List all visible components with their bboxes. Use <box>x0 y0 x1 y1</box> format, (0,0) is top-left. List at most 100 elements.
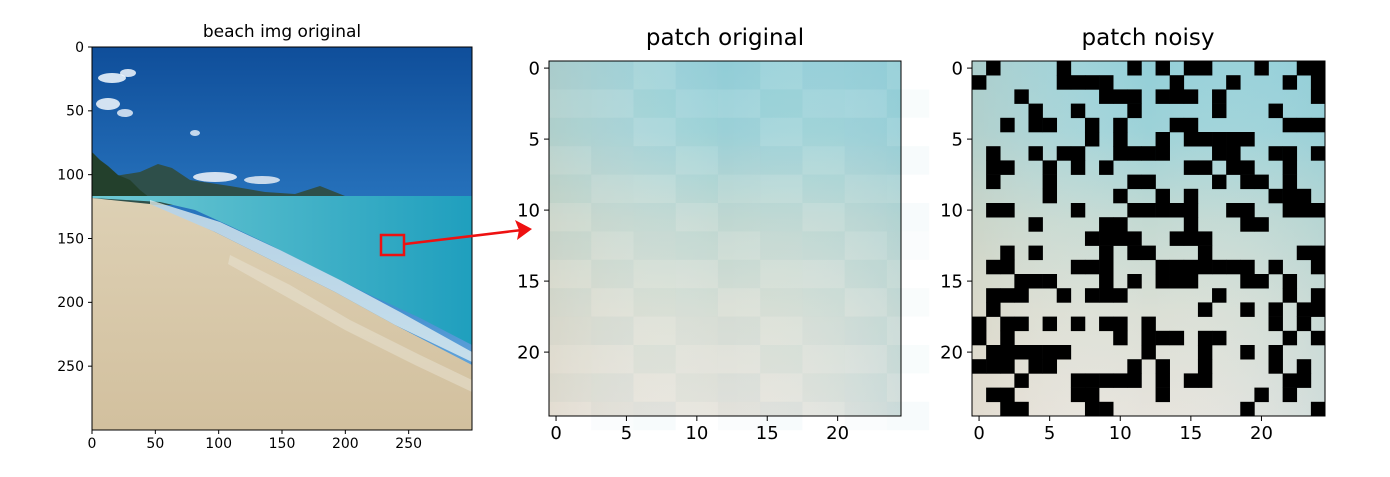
noise-pixel <box>1268 259 1283 275</box>
noise-pixel <box>1268 316 1283 332</box>
noise-pixel <box>1028 245 1043 261</box>
y-tick-label: 50 <box>66 104 84 120</box>
noise-pixel <box>1226 160 1241 175</box>
panel-title: patch noisy <box>1082 25 1215 51</box>
noise-pixel <box>1141 146 1156 161</box>
noise-pixel <box>1014 288 1029 303</box>
noise-pixel <box>1084 75 1100 90</box>
y-tick-label: 200 <box>57 295 84 311</box>
panel-beach-image: beach img original 0 50 100 150 200 250 0 50 100… <box>57 22 473 452</box>
noise-pixel <box>986 359 1001 374</box>
noise-pixel <box>1000 345 1015 360</box>
noise-pixel <box>1084 288 1100 303</box>
noise-pixel <box>1254 174 1269 190</box>
noise-pixel <box>986 146 1001 161</box>
noise-pixel <box>1212 330 1227 346</box>
noise-pixel <box>1000 160 1015 175</box>
noise-pixel <box>1014 345 1029 360</box>
x-tick-label: 0 <box>973 423 984 444</box>
y-tick-label: 100 <box>57 168 84 184</box>
noise-pixel <box>1127 174 1142 190</box>
noise-pixel <box>986 259 1001 275</box>
noise-pixel <box>1268 146 1283 161</box>
noise-pixel <box>1296 203 1312 218</box>
noise-pixel <box>1169 274 1185 289</box>
noise-pixel <box>1014 316 1029 332</box>
noise-pixel <box>1155 61 1170 76</box>
noise-pixel <box>1014 401 1029 417</box>
x-tick-label: 250 <box>395 436 422 452</box>
x-tick-label: 20 <box>1250 423 1273 444</box>
noise-pixel <box>1155 259 1170 275</box>
noise-pixel <box>1240 345 1255 360</box>
noise-pixel <box>1169 89 1185 104</box>
noise-pixel <box>1296 316 1312 332</box>
noise-pixel <box>1226 132 1241 147</box>
noise-pixel <box>1310 75 1326 90</box>
noise-pixel <box>1310 203 1326 218</box>
noise-pixel <box>1000 203 1015 218</box>
noise-pixel <box>986 174 1001 190</box>
noise-pixel <box>1296 302 1312 317</box>
noise-pixel <box>1113 231 1128 246</box>
panel-title: patch original <box>646 25 804 51</box>
noise-pixel <box>1226 203 1241 218</box>
noise-pixel <box>986 345 1001 360</box>
noise-pixel <box>1197 359 1213 374</box>
noise-pixel <box>1254 61 1269 76</box>
noise-pixel <box>1282 75 1298 90</box>
noise-pixel <box>1113 330 1128 346</box>
noise-pixel <box>1028 117 1043 133</box>
noise-pixel <box>1084 373 1100 388</box>
x-tick-label: 15 <box>1179 423 1202 444</box>
noise-pixel <box>1042 174 1058 190</box>
noise-pixel <box>1127 373 1142 388</box>
noise-pixel <box>1141 330 1156 346</box>
noise-pixel <box>1254 217 1269 232</box>
noise-pixel <box>1197 160 1213 175</box>
noise-pixel <box>1127 203 1142 218</box>
plot-frame <box>548 60 902 417</box>
noise-pixel <box>1155 387 1170 403</box>
x-tick-label: 10 <box>685 423 708 444</box>
noise-pixel <box>1070 373 1086 388</box>
noise-pixel <box>1084 132 1100 147</box>
noise-pixel <box>1099 288 1114 303</box>
x-tick-label: 200 <box>332 436 359 452</box>
noise-pixel <box>1127 245 1142 261</box>
noise-pixel <box>1155 132 1170 147</box>
noise-pixel <box>1240 174 1255 190</box>
noise-pixel <box>1099 160 1114 175</box>
noise-pixel <box>1310 61 1326 76</box>
noise-pixel <box>986 203 1001 218</box>
noise-pixel <box>1070 146 1086 161</box>
noise-pixel <box>1268 359 1283 374</box>
noise-pixel <box>1127 146 1142 161</box>
noise-pixel <box>1212 174 1227 190</box>
noise-pixel <box>1014 89 1029 104</box>
noise-pixel <box>1240 160 1255 175</box>
panel-patch-original: patch original 0 5 10 15 20 0 5 10 15 20 <box>517 25 930 444</box>
noise-pixel <box>1240 302 1255 317</box>
noise-pixel <box>1084 231 1100 246</box>
noise-pixel <box>1099 373 1114 388</box>
noise-pixel <box>1070 75 1086 90</box>
noise-pixel <box>1155 146 1170 161</box>
noise-pixel <box>1000 245 1015 261</box>
x-tick-label: 150 <box>269 436 296 452</box>
noise-pixel <box>1155 203 1170 218</box>
noise-pixel <box>1028 345 1043 360</box>
noise-pixel <box>1212 103 1227 119</box>
noise-pixel <box>1127 103 1142 119</box>
noise-pixel <box>1240 259 1255 275</box>
noise-pixel <box>1197 61 1213 76</box>
noise-pixel <box>1127 61 1142 76</box>
noise-pixel <box>1099 259 1114 275</box>
noise-pixel <box>1282 188 1298 204</box>
noise-pixel <box>1113 217 1128 232</box>
noise-pixel <box>1042 117 1058 133</box>
noise-pixel <box>1099 231 1114 246</box>
noise-pixel <box>1113 316 1128 332</box>
noise-pixel <box>1070 160 1086 175</box>
y-tick-label: 150 <box>57 231 84 247</box>
